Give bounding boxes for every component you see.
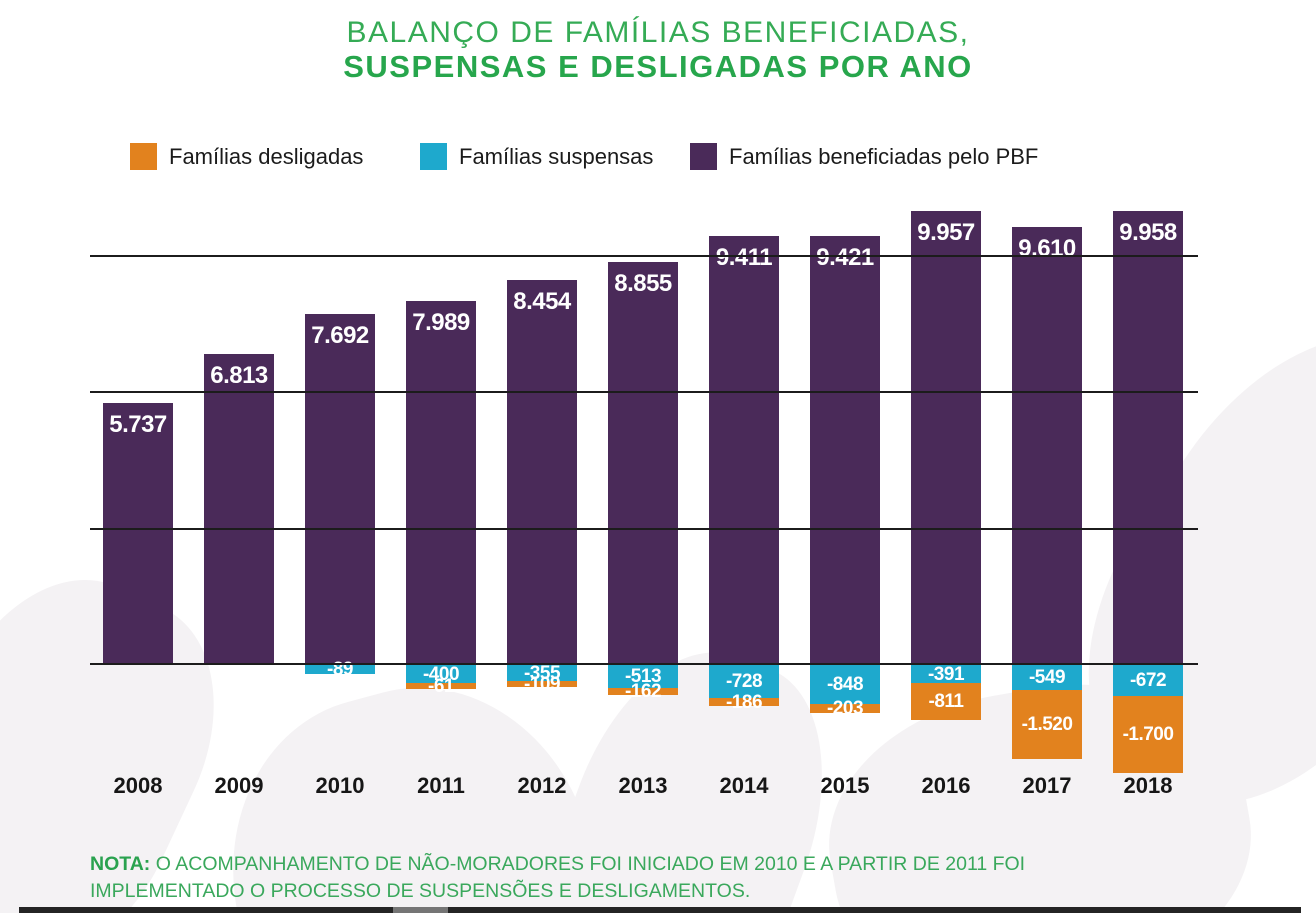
bar-suspensas-2014: -728 (709, 665, 779, 698)
bar-suspensas-2013: -513 (608, 665, 678, 688)
bar-value-label: -186 (725, 691, 763, 713)
legend-swatch (130, 143, 157, 170)
bar-value-label: 9.421 (816, 244, 874, 271)
legend-swatch (690, 143, 717, 170)
gridline-3000 (90, 528, 1198, 530)
bar-value-label: -1.700 (1122, 724, 1174, 745)
bar-value-label: 9.957 (917, 219, 975, 246)
bar-value-label: 7.989 (412, 309, 470, 336)
legend-item-1: Famílias suspensas (420, 143, 653, 170)
chart-title-line2: SUSPENSAS E DESLIGADAS POR ANO (343, 49, 973, 84)
bar-suspensas-2018: -672 (1113, 665, 1183, 696)
bar-beneficiadas-2010: 7.692 (305, 314, 375, 664)
bar-value-label: 9.610 (1018, 235, 1076, 262)
bar-value-label: -811 (928, 691, 964, 712)
bar-desligadas-2013: -162 (608, 682, 678, 701)
bar-desligadas-2017: -1.520 (1012, 690, 1082, 759)
bar-suspensas-2015: -848 (810, 665, 880, 704)
bar-value-label: -109 (523, 673, 561, 695)
x-axis-label-2014: 2014 (719, 773, 769, 798)
bar-value-label: -1.520 (1021, 714, 1073, 735)
bottom-edge-bar (19, 907, 1301, 913)
legend-item-0: Famílias desligadas (130, 143, 363, 170)
bar-suspensas-2011: -400 (406, 663, 476, 685)
bar-value-label: -848 (826, 674, 864, 695)
bar-desligadas-2011: -61 (406, 677, 476, 696)
bar-value-label: -672 (1129, 670, 1167, 691)
gridline-9000 (90, 255, 1198, 257)
x-axis-label-2018: 2018 (1123, 773, 1173, 798)
bar-suspensas-2012: -355 (507, 662, 577, 684)
bar-value-label: -391 (927, 663, 965, 685)
bar-beneficiadas-2015: 9.421 (810, 236, 880, 664)
bar-beneficiadas-2009: 6.813 (204, 354, 274, 664)
bar-beneficiadas-2012: 8.454 (507, 280, 577, 664)
x-axis-label-2017: 2017 (1022, 773, 1072, 798)
gridline-6000 (90, 391, 1198, 393)
bar-beneficiadas-2011: 7.989 (406, 301, 476, 664)
bar-value-label: 9.958 (1119, 219, 1177, 246)
bar-value-label: -61 (428, 675, 454, 697)
bar-desligadas-2018: -1.700 (1113, 696, 1183, 773)
x-axis-label-2013: 2013 (618, 773, 668, 798)
x-axis-label-2012: 2012 (517, 773, 567, 798)
footnote: NOTA: O ACOMPANHAMENTO DE NÃO-MORADORES … (90, 851, 1090, 906)
bar-value-label: 7.692 (311, 322, 369, 349)
legend-label: Famílias suspensas (459, 143, 654, 169)
bar-beneficiadas-2014: 9.411 (709, 236, 779, 664)
bar-desligadas-2015: -203 (810, 699, 880, 718)
bar-beneficiadas-2008: 5.737 (103, 403, 173, 664)
bar-value-label: -400 (422, 663, 460, 685)
bar-value-label: -549 (1028, 667, 1066, 688)
bar-beneficiadas-2017: 9.610 (1012, 227, 1082, 664)
legend-swatch (420, 143, 447, 170)
bar-beneficiadas-2018: 9.958 (1113, 211, 1183, 664)
legend-label: Famílias desligadas (169, 143, 364, 169)
x-axis-label-2011: 2011 (417, 773, 465, 798)
bar-desligadas-2016: -811 (911, 683, 981, 720)
footnote-text: O ACOMPANHAMENTO DE NÃO-MORADORES FOI IN… (90, 853, 1026, 903)
bar-beneficiadas-2013: 8.855 (608, 262, 678, 664)
bar-desligadas-2012: -109 (507, 675, 577, 694)
zero-axis-line (90, 663, 1198, 665)
bar-value-label: 6.813 (210, 362, 268, 389)
bar-value-label: 8.454 (513, 288, 571, 315)
footnote-label: NOTA: (90, 853, 151, 875)
bar-suspensas-2017: -549 (1012, 665, 1082, 690)
bar-value-label: 9.411 (715, 244, 773, 271)
legend-label: Famílias beneficiadas pelo PBF (729, 143, 1039, 169)
bar-value-label: -162 (624, 681, 662, 702)
bar-value-label: -203 (826, 698, 864, 719)
bar-value-label: -728 (725, 671, 763, 692)
bar-suspensas-2016: -391 (911, 663, 981, 685)
legend-item-2: Famílias beneficiadas pelo PBF (690, 143, 1038, 170)
x-axis-label-2009: 2009 (214, 773, 264, 798)
bar-value-label: -355 (523, 662, 561, 684)
chart-title-line1: BALANÇO DE FAMÍLIAS BENEFICIADAS, (346, 16, 970, 49)
x-axis-label-2008: 2008 (113, 773, 163, 798)
x-axis-label-2015: 2015 (820, 773, 870, 798)
x-axis-label-2016: 2016 (921, 773, 971, 798)
bar-desligadas-2014: -186 (709, 693, 779, 712)
bar-beneficiadas-2016: 9.957 (911, 211, 981, 664)
bar-value-label: -513 (624, 666, 662, 687)
bar-value-label: 8.855 (614, 270, 672, 297)
bar-suspensas-2010: -89 (305, 660, 375, 679)
x-axis-label-2010: 2010 (315, 773, 365, 798)
bar-value-label: 5.737 (109, 411, 167, 438)
bottom-edge-bar-segment (393, 907, 448, 913)
